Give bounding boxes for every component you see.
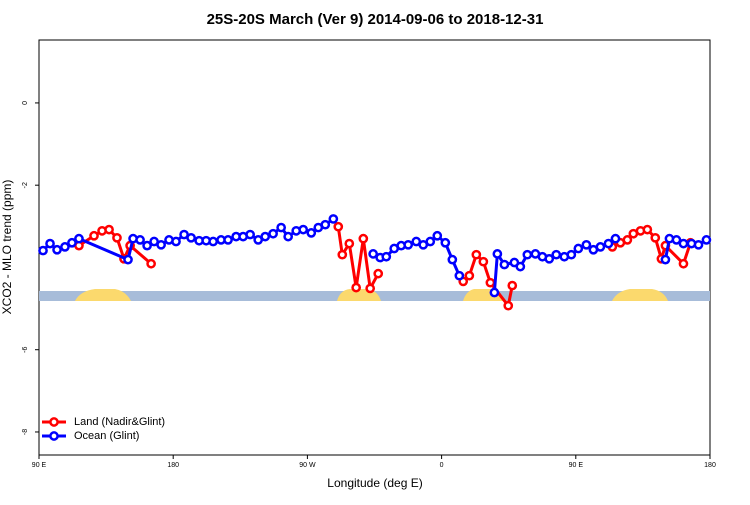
point bbox=[89, 230, 99, 241]
y-tick-label: -8 bbox=[22, 429, 29, 435]
point bbox=[492, 249, 503, 259]
point bbox=[544, 253, 555, 264]
point bbox=[306, 228, 317, 238]
point bbox=[67, 237, 77, 248]
point bbox=[693, 239, 704, 250]
point bbox=[499, 259, 510, 270]
point bbox=[432, 230, 443, 241]
point bbox=[515, 261, 526, 272]
point bbox=[344, 238, 355, 249]
point bbox=[223, 235, 233, 245]
point bbox=[471, 249, 482, 260]
point bbox=[503, 300, 514, 311]
legend-marker bbox=[49, 417, 59, 427]
point bbox=[660, 254, 671, 265]
x-tick-label: 90 W bbox=[299, 462, 316, 469]
point bbox=[276, 222, 287, 233]
point bbox=[489, 287, 500, 298]
y-tick-label: 0 bbox=[22, 101, 29, 105]
point bbox=[671, 235, 682, 245]
x-tick-label: 180 bbox=[167, 462, 179, 469]
point bbox=[650, 232, 661, 243]
point bbox=[365, 283, 376, 294]
point bbox=[328, 214, 339, 224]
point bbox=[478, 256, 489, 267]
point bbox=[171, 236, 181, 247]
point bbox=[678, 258, 689, 269]
point bbox=[678, 238, 689, 249]
point bbox=[573, 243, 584, 254]
point bbox=[566, 249, 577, 260]
point bbox=[52, 244, 62, 255]
plot-frame bbox=[38, 39, 711, 456]
point bbox=[622, 235, 633, 245]
x-axis-label: Longitude (deg E) bbox=[327, 476, 422, 490]
point bbox=[74, 233, 84, 244]
point bbox=[245, 229, 255, 240]
point bbox=[373, 268, 384, 279]
point bbox=[208, 236, 219, 247]
y-tick-label: -6 bbox=[22, 346, 29, 352]
point bbox=[337, 249, 348, 260]
point bbox=[447, 254, 458, 265]
point bbox=[701, 235, 712, 245]
point bbox=[298, 224, 309, 235]
point bbox=[142, 240, 152, 251]
x-tick-label: 180 bbox=[704, 462, 716, 469]
point bbox=[60, 242, 70, 252]
point bbox=[45, 238, 55, 249]
point bbox=[358, 233, 369, 244]
point bbox=[38, 245, 48, 256]
point bbox=[581, 239, 592, 250]
legend-label: Land (Nadir&Glint) bbox=[74, 416, 165, 428]
point bbox=[283, 231, 294, 242]
x-tick-label: 90 E bbox=[32, 462, 47, 469]
point bbox=[320, 219, 331, 230]
point bbox=[507, 280, 518, 291]
point bbox=[642, 224, 653, 235]
point bbox=[333, 221, 344, 232]
chart-title: 25S-20S March (Ver 9) 2014-09-06 to 2018… bbox=[207, 11, 544, 28]
point bbox=[595, 242, 606, 252]
point bbox=[551, 249, 562, 260]
point bbox=[425, 236, 436, 247]
point bbox=[403, 239, 414, 250]
point bbox=[440, 237, 451, 248]
point bbox=[123, 254, 133, 265]
legend-marker bbox=[49, 431, 59, 441]
point bbox=[522, 249, 533, 260]
point bbox=[381, 251, 392, 262]
legend-label: Ocean (Glint) bbox=[74, 430, 139, 442]
point bbox=[368, 249, 379, 259]
y-tick-label: -2 bbox=[22, 182, 29, 188]
point bbox=[603, 238, 614, 249]
point bbox=[146, 258, 156, 269]
x-tick-label: 90 E bbox=[569, 462, 584, 469]
point bbox=[186, 232, 196, 243]
point bbox=[464, 270, 475, 281]
point bbox=[156, 239, 166, 250]
y-axis-label: XCO2 - MLO trend (ppm) bbox=[0, 180, 14, 315]
point bbox=[485, 277, 496, 288]
point bbox=[112, 232, 122, 243]
point bbox=[104, 224, 114, 235]
land-mask bbox=[39, 289, 710, 301]
point bbox=[454, 270, 465, 281]
x-tick-label: 0 bbox=[440, 462, 444, 469]
point bbox=[268, 228, 278, 239]
point bbox=[351, 282, 362, 293]
point bbox=[260, 231, 271, 242]
point bbox=[610, 233, 621, 244]
point bbox=[135, 235, 145, 245]
